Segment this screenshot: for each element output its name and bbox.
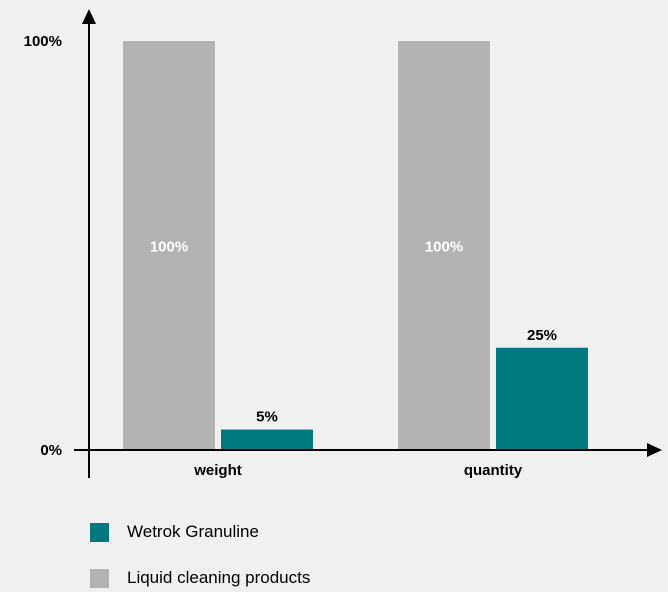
legend-item-liquid-cleaning-products: Liquid cleaning products xyxy=(90,568,310,588)
bar-wetrok-granuline-weight xyxy=(221,429,313,450)
axes-group xyxy=(74,9,662,478)
x-tick-label-quantity: quantity xyxy=(464,462,523,479)
y-tick-label-0: 0% xyxy=(40,442,62,459)
bar-liquid-cleaning-products-weight xyxy=(123,41,215,450)
x-tick-labels: weight quantity xyxy=(193,462,523,479)
bar-labels-group: 100% 5% 100% 25% xyxy=(150,239,557,426)
data-label-liquid-cleaning-products-quantity: 100% xyxy=(425,239,463,256)
x-axis-arrow xyxy=(647,443,662,457)
legend-label-wetrok-granuline: Wetrok Granuline xyxy=(127,522,259,541)
legend-swatch-wetrok-granuline xyxy=(90,522,109,542)
bar-chart: 100% 5% 100% 25% 0% 100% weight quantity xyxy=(24,9,662,479)
legend-item-wetrok-granuline: Wetrok Granuline xyxy=(90,522,259,542)
y-axis-arrow xyxy=(82,9,96,24)
y-tick-labels: 0% 100% xyxy=(24,33,62,459)
bar-wetrok-granuline-quantity xyxy=(496,347,588,450)
y-tick-label-100: 100% xyxy=(24,33,62,50)
bars-group xyxy=(123,41,588,450)
x-tick-label-weight: weight xyxy=(193,462,242,479)
data-label-wetrok-granuline-weight: 5% xyxy=(256,409,278,426)
data-label-wetrok-granuline-quantity: 25% xyxy=(527,327,557,344)
data-label-liquid-cleaning-products-weight: 100% xyxy=(150,239,188,256)
legend-swatch-liquid-cleaning-products xyxy=(90,568,109,588)
legend-label-liquid-cleaning-products: Liquid cleaning products xyxy=(127,568,311,587)
bar-liquid-cleaning-products-quantity xyxy=(398,41,490,450)
